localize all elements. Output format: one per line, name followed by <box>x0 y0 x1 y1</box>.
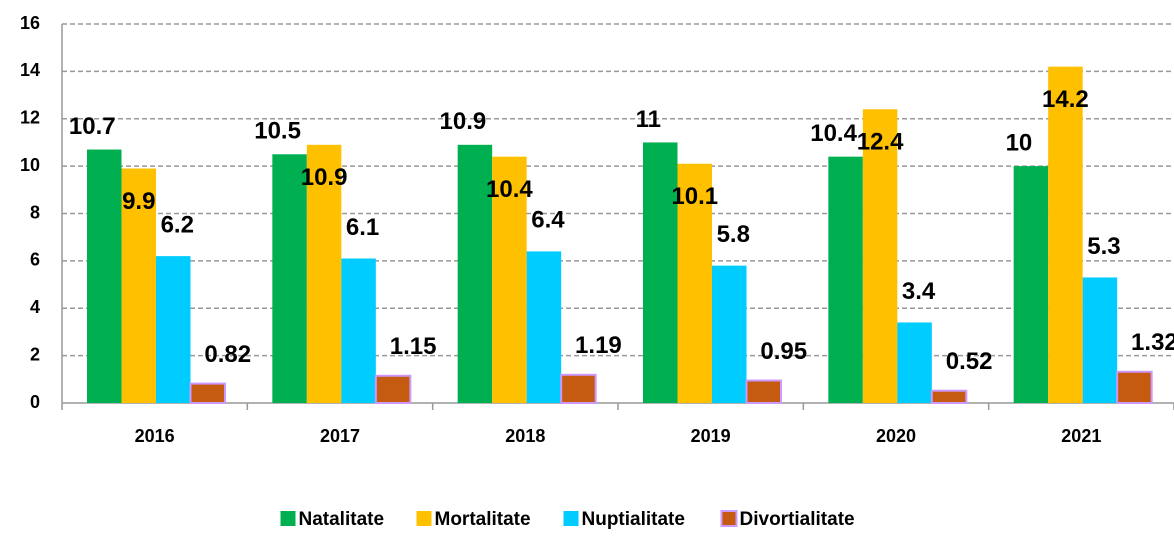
bar <box>930 389 968 404</box>
x-tick-label: 2018 <box>505 426 545 446</box>
y-tick-label: 8 <box>30 202 40 222</box>
y-tick-label: 4 <box>30 297 40 317</box>
bar <box>1082 277 1118 403</box>
legend-label: Mortalitate <box>435 509 531 530</box>
bar <box>156 256 191 403</box>
bar <box>897 322 932 403</box>
legend-label: Nuptialitate <box>582 509 685 530</box>
value-label: 1.19 <box>575 332 622 359</box>
value-label: 10.4 <box>810 120 857 147</box>
value-label: 9.9 <box>122 188 155 215</box>
bar <box>87 149 122 403</box>
bar <box>457 144 493 403</box>
value-label: 6.4 <box>531 207 565 234</box>
value-label: 6.1 <box>346 214 379 241</box>
value-label: 12.4 <box>857 129 904 156</box>
y-tick-label: 16 <box>20 13 40 33</box>
value-label: 10.1 <box>671 183 718 210</box>
value-label: 5.3 <box>1087 233 1120 260</box>
value-label: 1.32 <box>1131 329 1174 356</box>
legend-swatch <box>280 511 296 526</box>
value-label: 3.4 <box>902 278 936 305</box>
value-label: 11 <box>636 106 661 133</box>
bar <box>306 144 342 403</box>
legend-swatch <box>720 510 738 527</box>
y-tick-label: 0 <box>30 392 40 412</box>
bar <box>828 156 863 403</box>
y-tick-label: 6 <box>30 250 40 270</box>
bar <box>1048 66 1083 403</box>
bar <box>492 156 527 403</box>
bar <box>1116 370 1153 405</box>
y-tick-label: 12 <box>20 108 40 128</box>
value-label: 0.82 <box>204 341 251 368</box>
bar <box>677 163 712 403</box>
value-label: 10.9 <box>301 164 348 191</box>
value-label: 1.15 <box>390 333 437 360</box>
x-tick-label: 2016 <box>135 426 175 446</box>
y-tick-label: 2 <box>30 344 40 364</box>
x-tick-label: 2017 <box>320 426 360 446</box>
bar <box>121 168 156 403</box>
x-tick-label: 2019 <box>691 426 731 446</box>
value-label: 6.2 <box>161 211 194 238</box>
bar <box>272 154 307 403</box>
bar <box>862 109 898 404</box>
value-label: 0.52 <box>946 348 993 375</box>
legend-label: Natalitate <box>299 509 385 530</box>
value-label: 10 <box>1006 129 1033 156</box>
x-tick-label: 2020 <box>876 426 916 446</box>
bar <box>745 379 782 405</box>
value-label: 10.7 <box>69 113 116 140</box>
legend-label: Divortialitate <box>740 509 855 530</box>
bar <box>526 251 562 403</box>
bar <box>560 373 597 405</box>
bar <box>189 382 226 405</box>
legend-swatch <box>416 511 432 526</box>
bar <box>374 374 412 404</box>
y-tick-label: 14 <box>20 60 40 80</box>
value-label: 10.9 <box>440 108 487 135</box>
value-label: 5.8 <box>717 221 750 248</box>
y-tick-label: 10 <box>20 155 40 175</box>
value-label: 14.2 <box>1042 86 1089 113</box>
bar <box>712 265 747 403</box>
bar <box>341 258 376 403</box>
bar <box>643 142 678 403</box>
value-label: 10.5 <box>254 118 301 145</box>
x-tick-label: 2021 <box>1061 426 1101 446</box>
value-label: 0.95 <box>760 338 807 365</box>
legend-swatch <box>563 511 579 526</box>
bar <box>1013 166 1049 403</box>
value-label: 10.4 <box>486 176 533 203</box>
